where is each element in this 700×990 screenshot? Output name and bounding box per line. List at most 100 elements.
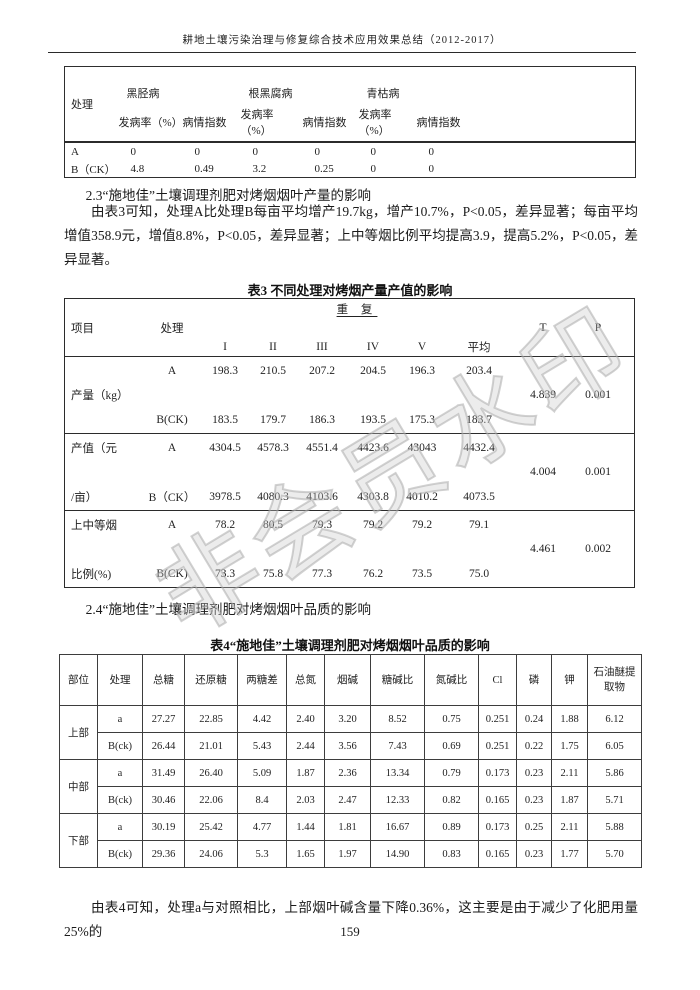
cell: 3.56 (324, 732, 371, 760)
cell: 30.46 (142, 786, 185, 814)
table-row: 上部 a 27.27 22.85 4.42 2.40 3.20 8.52 0.7… (59, 705, 642, 760)
cell: 0 (428, 145, 435, 158)
table-3-title: 表3 不同处理对烤烟产量产值的影响 (247, 283, 453, 298)
cell: 179.7 (260, 413, 286, 426)
table-row: 比例(%) B(CK) 73.3 75.8 77.3 76.2 73.5 75.… (65, 563, 634, 585)
value-group: 产值（元 A 4304.5 4578.3 4551.4 4423.6 43043… (65, 433, 634, 510)
cell: 4080.3 (257, 490, 289, 503)
header-incidence: 发病率（%） (356, 103, 415, 143)
cell: 0.49 (194, 162, 214, 175)
quality-table: 部位 处理 总糖 还原糖 两糖差 总氮 烟碱 糖碱比 氮碱比 Cl 磷 钾 石油… (59, 654, 642, 868)
header-sugar-diff: 两糖差 (237, 654, 287, 706)
yield-table: 重 复 项目 处理 T P I II III IV V 平均 A 198.3 (64, 298, 635, 588)
header-treatment: 处理 (160, 322, 184, 335)
header-part: 部位 (59, 654, 98, 706)
cell: 0.25 (516, 813, 552, 841)
cell: 196.3 (409, 364, 435, 377)
cell: 75.0 (468, 567, 490, 580)
header-bacterial-wilt: 青枯病 (366, 88, 400, 100)
cell: 0.82 (424, 786, 479, 814)
cell: 79.3 (311, 518, 333, 531)
t-value: 4.461 (530, 543, 556, 555)
table-row: B(ck) 29.36 24.06 5.3 1.65 1.97 14.90 0.… (60, 840, 642, 868)
part-label: 下部 (59, 813, 98, 868)
cell: 21.01 (184, 732, 238, 760)
cell: 6.05 (587, 732, 642, 760)
cell: 30.19 (142, 813, 185, 841)
cell: 27.27 (142, 705, 185, 733)
row-label: /亩） (71, 491, 98, 504)
cell: 2.36 (324, 759, 371, 787)
cell: 183.7 (466, 413, 492, 426)
cell: 0 (370, 162, 377, 175)
header-incidence: 发病率（%） (238, 103, 301, 143)
treatment-label: A (167, 441, 177, 454)
cell: 1.97 (324, 840, 371, 868)
cell: 207.2 (309, 364, 335, 377)
treatment-label: B(CK) (156, 413, 188, 426)
cell: 7.43 (370, 732, 425, 760)
cell: 2.47 (324, 786, 371, 814)
cell: 204.5 (360, 364, 386, 377)
cell: 2.44 (286, 732, 325, 760)
cell: 6.12 (587, 705, 642, 733)
treatment-label: A (71, 145, 79, 158)
closing-paragraph: 由表4可知，处理a与对照相比，上部烟叶碱含量下降0.36%，这主要是由于减少了化… (64, 900, 638, 939)
cell: 73.5 (411, 567, 433, 580)
p-value: 0.002 (585, 543, 611, 555)
table-4-title: 表4“施地佳”土壤调理剂肥对烤烟烟叶品质的影响 (210, 638, 490, 653)
t-value: 4.839 (530, 389, 556, 401)
cell: 16.67 (370, 813, 425, 841)
treatment-label: A (167, 364, 177, 377)
table-row: 4.461 0.002 (65, 538, 634, 560)
part-label: 中部 (59, 759, 98, 814)
cell: 0 (194, 145, 201, 158)
cell: 78.2 (214, 518, 236, 531)
cell: 8.4 (237, 786, 287, 814)
header-treatment: 处理 (64, 66, 117, 143)
cell: 2.03 (286, 786, 325, 814)
table-row: 中部 a 31.49 26.40 5.09 1.87 2.36 13.34 0.… (59, 759, 642, 814)
header-rep-3: III (316, 340, 328, 353)
cell: 4551.4 (306, 441, 338, 454)
treatment-label: B（CK） (71, 163, 116, 176)
cell: 198.3 (212, 364, 238, 377)
cell: 4.42 (237, 705, 287, 733)
header-nitrogen-alkali-ratio: 氮碱比 (424, 654, 479, 706)
treatment-label: B(ck) (97, 786, 143, 814)
cell: 5.71 (587, 786, 642, 814)
yield-group: A 198.3 210.5 207.2 204.5 196.3 203.4 产量… (65, 356, 634, 433)
cell: 0.22 (516, 732, 552, 760)
cell: 25.42 (184, 813, 238, 841)
table-row: 上中等烟 A 78.2 80.5 79.3 79.2 79.2 79.1 (65, 514, 634, 536)
cell: 79.1 (468, 518, 490, 531)
table-row: 产值（元 A 4304.5 4578.3 4551.4 4423.6 43043… (65, 437, 634, 459)
cell: 0 (428, 162, 435, 175)
treatment-label: B(CK) (156, 567, 188, 580)
cell: 0.173 (478, 759, 517, 787)
header-reducing-sugar: 还原糖 (184, 654, 238, 706)
empty-cell (473, 160, 636, 178)
header-item: 项目 (71, 322, 94, 335)
cell: 4.77 (237, 813, 287, 841)
cell: 24.06 (184, 840, 238, 868)
header-total-sugar: 总糖 (142, 654, 185, 706)
header-petroleum-ether: 石油醚提取物 (587, 654, 642, 706)
cell: 12.33 (370, 786, 425, 814)
cell: 22.85 (184, 705, 238, 733)
cell: 0.79 (424, 759, 479, 787)
cell: 203.4 (466, 364, 492, 377)
treatment-label: B(ck) (97, 840, 143, 868)
empty-cell (472, 66, 636, 143)
cell: 13.34 (370, 759, 425, 787)
cell: 1.77 (551, 840, 588, 868)
cell: 5.70 (587, 840, 642, 868)
cell: 5.43 (237, 732, 287, 760)
cell: 4010.2 (406, 490, 438, 503)
cell: 3.20 (324, 705, 371, 733)
cell: 1.81 (324, 813, 371, 841)
header-potassium: 钾 (551, 654, 588, 706)
cell: 175.3 (409, 413, 435, 426)
table-row: 下部 a 30.19 25.42 4.77 1.44 1.81 16.67 0.… (59, 813, 642, 868)
disease-table-group-row: 处理 黑胫病 根黑腐病 青枯病 (64, 66, 636, 143)
